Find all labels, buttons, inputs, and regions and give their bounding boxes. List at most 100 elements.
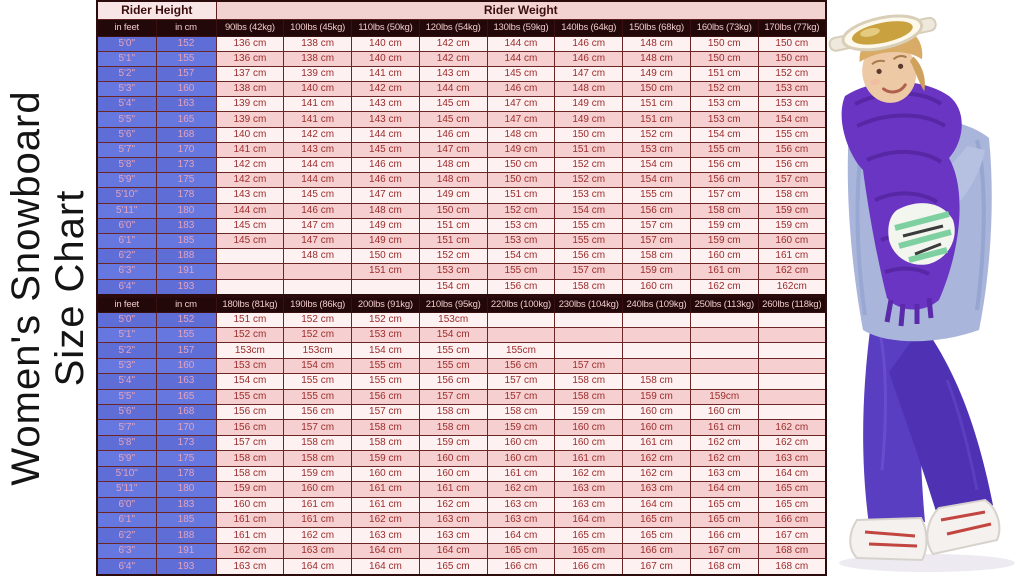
board-length-cell [554, 311, 624, 328]
board-length-cell: 147 cm [418, 141, 488, 159]
board-length-cell: 163 cm [418, 511, 488, 529]
board-length-cell: 168 cm [757, 558, 827, 576]
right-boot-laces [940, 510, 992, 536]
board-length-cell: 156 cm [486, 278, 556, 296]
board-length-cell: 161 cm [689, 263, 759, 280]
table-row: 6'1" 185 161 cm 161 cm 162 cm 163 cm 163 cm 164… [96, 511, 827, 529]
height-feet-cell: 5'7" [96, 419, 157, 436]
table-row: 5'8" 173 157 cm 158 cm 158 cm 159 cm 160 cm 160… [96, 434, 827, 452]
board-length-cell [215, 278, 285, 296]
board-length-cell: 153 cm [351, 326, 420, 344]
column-header: 190lbs (86kg) [283, 296, 353, 313]
height-cm-cell: 175 [155, 172, 217, 189]
board-length-cell: 154 cm [622, 156, 691, 174]
board-length-cell: 153 cm [418, 263, 488, 280]
height-cm-cell: 193 [155, 558, 217, 576]
goggles [828, 14, 937, 52]
mitten-pattern-green [894, 211, 952, 263]
table-row: 5'9" 175 158 cm 158 cm 159 cm 160 cm 160 cm 161… [96, 450, 827, 467]
height-feet-cell: 5'5" [96, 111, 157, 128]
board-length-cell: 158 cm [283, 434, 353, 452]
board-length-cell: 165 cm [486, 542, 556, 560]
table-row: 5'6" 168 156 cm 156 cm 157 cm 158 cm 158 cm 159… [96, 404, 827, 421]
goggle-lens-shine [860, 27, 880, 37]
board-length-cell [757, 404, 827, 421]
right-eye [898, 63, 904, 69]
board-length-cell: 161 cm [215, 527, 285, 544]
table-row: 5'9" 175 142 cm 144 cm 146 cm 148 cm 150 cm 152… [96, 172, 827, 189]
board-length-cell: 153 cm [215, 357, 285, 375]
board-length-cell: 153 cm [689, 96, 759, 113]
height-cm-cell: 178 [155, 465, 217, 483]
board-length-cell: 148 cm [554, 81, 624, 98]
board-length-cell: 157 cm [215, 434, 285, 452]
board-length-cell: 158 cm [418, 404, 488, 421]
board-length-cell [689, 326, 759, 344]
height-feet-cell: 5'0" [96, 311, 157, 328]
board-length-cell: 165 cm [757, 496, 827, 513]
board-length-cell: 164 cm [351, 558, 420, 576]
table-row: 5'2" 157 153cm 153cm 154 cm 155 cm 155cm [96, 342, 827, 359]
board-length-cell: 160 cm [757, 232, 827, 250]
right-pant-leg [889, 325, 993, 542]
board-length-cell: 161 cm [351, 481, 420, 498]
height-cm-cell: 160 [155, 81, 217, 98]
board-length-cell: 153cm [418, 311, 488, 328]
height-cm-cell: 178 [155, 187, 217, 204]
board-length-cell [689, 342, 759, 359]
board-length-cell: 142 cm [351, 81, 420, 98]
board-length-cell: 153 cm [486, 232, 556, 250]
board-length-cell: 143 cm [351, 111, 420, 128]
board-length-cell: 139 cm [283, 65, 353, 83]
hair-side [909, 56, 925, 92]
board-length-cell: 145 cm [351, 141, 420, 159]
board-length-cell: 156 cm [283, 404, 353, 421]
table-row: 5'5" 165 139 cm 141 cm 143 cm 145 cm 147 cm 149… [96, 111, 827, 128]
column-header: 170lbs (77kg) [757, 18, 827, 37]
board-length-cell: 156 cm [622, 202, 691, 219]
left-boot [849, 516, 928, 562]
blush [870, 78, 881, 86]
board-length-cell: 148 cm [351, 202, 420, 219]
board-length-cell: 162 cm [283, 527, 353, 544]
board-length-cell: 139 cm [215, 111, 285, 128]
board-length-cell: 153cm [215, 342, 285, 359]
board-length-cell: 156 cm [351, 388, 420, 406]
board-length-cell: 158 cm [622, 373, 691, 390]
board-length-cell: 145 cm [418, 111, 488, 128]
board-length-cell: 152 cm [215, 326, 285, 344]
board-length-cell: 152 cm [351, 311, 420, 328]
board-length-cell: 146 cm [554, 35, 624, 52]
height-cm-cell: 188 [155, 527, 217, 544]
board-length-cell: 162 cm [757, 263, 827, 280]
board-length-cell: 155 cm [283, 388, 353, 406]
column-header: 210lbs (95kg) [418, 296, 488, 313]
table-row: 5'4" 163 154 cm 155 cm 155 cm 156 cm 157 cm 158… [96, 373, 827, 390]
table-row: 6'0" 183 145 cm 147 cm 149 cm 151 cm 153 cm 155… [96, 217, 827, 234]
board-length-cell: 136 cm [215, 50, 285, 67]
height-feet-cell: 5'10" [96, 465, 157, 483]
board-length-cell: 163 cm [757, 450, 827, 467]
board-length-cell: 165 cm [689, 496, 759, 513]
board-length-cell: 157 cm [283, 419, 353, 436]
column-header: 100lbs (45kg) [283, 18, 353, 37]
board-length-cell [351, 278, 420, 296]
board-length-cell: 168 cm [689, 558, 759, 576]
column-header: 140lbs (64kg) [554, 18, 624, 37]
board-length-cell [283, 278, 353, 296]
board-length-cell: 164 cm [554, 511, 624, 529]
board-length-cell: 142 cm [418, 35, 488, 52]
board-length-cell: 162 cm [757, 434, 827, 452]
page-title-line2: Size Chart [48, 189, 92, 387]
board-length-cell: 141 cm [351, 65, 420, 83]
board-length-cell: 151 cm [418, 232, 488, 250]
size-table-180-260lbs: in feet in cm 180lbs (81kg) 190lbs (86kg) 20… [96, 296, 827, 576]
board-length-cell: 138 cm [283, 35, 353, 52]
height-feet-cell: 6'3" [96, 263, 157, 280]
board-length-cell: 150 cm [554, 126, 624, 143]
height-cm-cell: 165 [155, 388, 217, 406]
height-feet-cell: 6'0" [96, 496, 157, 513]
board-length-cell: 165 cm [554, 542, 624, 560]
board-length-cell: 140 cm [283, 81, 353, 98]
